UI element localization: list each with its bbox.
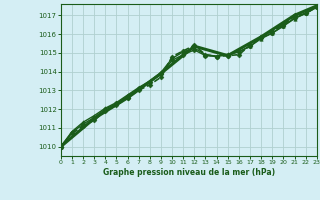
X-axis label: Graphe pression niveau de la mer (hPa): Graphe pression niveau de la mer (hPa) [103, 168, 275, 177]
